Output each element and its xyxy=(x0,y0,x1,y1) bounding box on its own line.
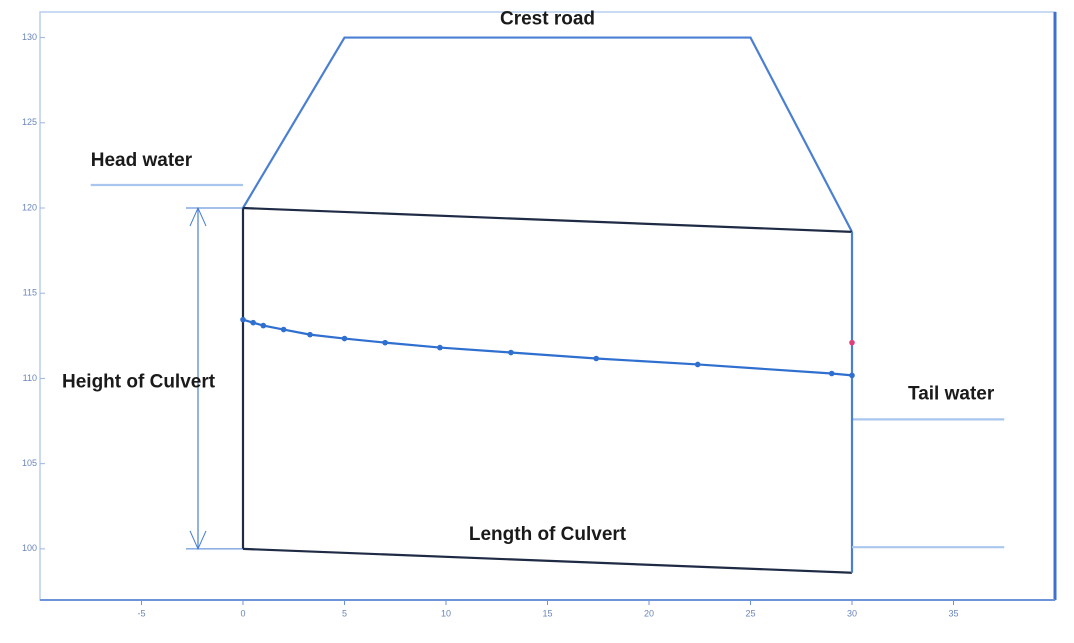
annotation: Length of Culvert xyxy=(469,524,627,545)
y-tick-label: 125 xyxy=(22,117,37,127)
x-tick-label: 25 xyxy=(745,608,755,618)
point xyxy=(849,372,855,379)
series-label: Crest road xyxy=(500,9,595,30)
y-tick-label: 130 xyxy=(22,32,37,42)
point xyxy=(341,335,348,342)
y-tick-label: 110 xyxy=(23,373,37,383)
x-tick-label: 20 xyxy=(644,608,654,618)
point xyxy=(307,331,313,338)
annotation: Height of Culvert xyxy=(62,371,216,392)
x-tick-label: 35 xyxy=(948,608,958,618)
point xyxy=(828,370,835,377)
x-tick-label: 0 xyxy=(240,608,245,618)
point xyxy=(280,326,287,333)
point xyxy=(593,355,600,362)
x-tick-label: 30 xyxy=(847,608,857,618)
series-line xyxy=(242,36,853,233)
y-tick-label: 120 xyxy=(22,202,37,212)
x-tick-label: 10 xyxy=(441,608,451,618)
series-label: Head water xyxy=(91,150,193,171)
plot-frame xyxy=(39,11,1056,601)
x-tick-label: -5 xyxy=(137,608,145,618)
point xyxy=(240,316,246,323)
point xyxy=(849,339,855,346)
series-line xyxy=(242,547,853,574)
series-line xyxy=(242,318,853,377)
y-tick-label: 115 xyxy=(23,288,37,298)
point xyxy=(508,349,514,356)
series-label: Tail water xyxy=(908,383,995,404)
point xyxy=(694,361,701,368)
series-line xyxy=(242,206,853,233)
point xyxy=(260,322,267,329)
x-tick-label: 15 xyxy=(542,608,552,618)
point xyxy=(437,344,443,351)
point xyxy=(250,319,256,326)
y-tick-label: 100 xyxy=(22,543,37,553)
x-tick-label: 5 xyxy=(342,608,347,618)
point xyxy=(382,339,388,346)
y-tick-label: 105 xyxy=(22,458,37,468)
